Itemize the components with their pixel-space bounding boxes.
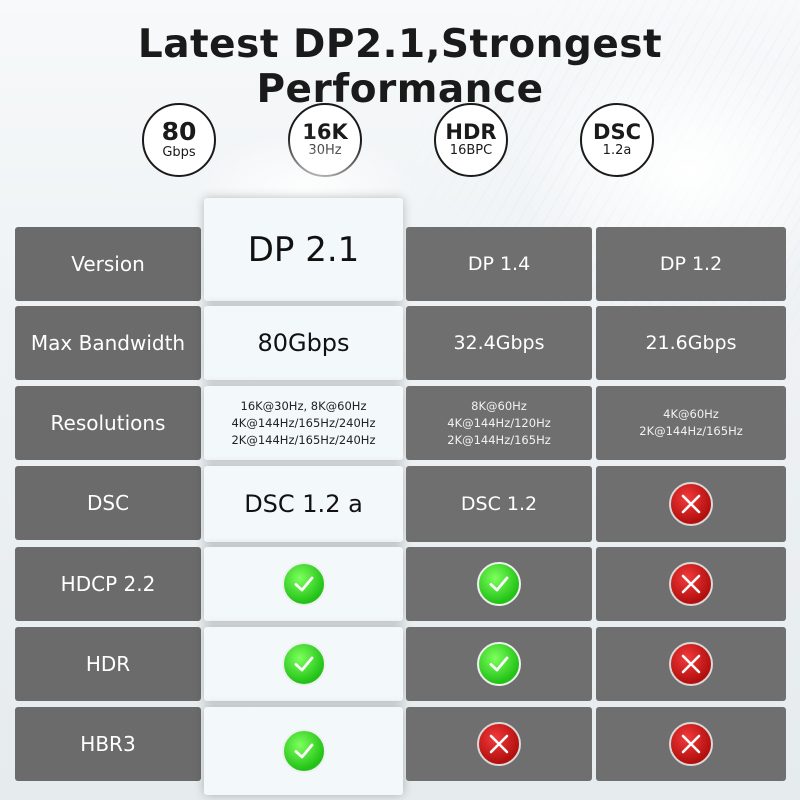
check-icon: [281, 562, 326, 606]
badge-resolution-value: 16K: [302, 120, 348, 144]
cell-dp12-resolutions: 4K@60Hz 2K@144Hz/165Hz: [596, 386, 786, 460]
cross-icon: [669, 722, 713, 766]
row-label-text: Version: [71, 252, 145, 276]
row-label-version: Version: [15, 227, 201, 301]
badge-dsc-unit: 1.2a: [602, 143, 632, 158]
cell-dp21-hdr: [204, 627, 403, 701]
page-title: Latest DP2.1,Strongest Performance: [137, 22, 663, 112]
row-label-hdcp: HDCP 2.2: [15, 547, 201, 621]
row-label-dsc: DSC: [15, 466, 201, 540]
check-icon: [281, 642, 326, 686]
cross-icon: [669, 562, 713, 606]
cell-dp14-bandwidth: 32.4Gbps: [406, 306, 592, 380]
badge-dsc-value: DSC: [593, 120, 641, 144]
check-icon: [281, 729, 326, 773]
row-label-text: HDR: [85, 652, 131, 676]
cell-dp14-hdcp: [406, 547, 592, 621]
row-label-hbr3: HBR3: [15, 707, 201, 781]
cell-dp14-version: DP 1.4: [406, 227, 592, 301]
cell-dp21-bandwidth: 80Gbps: [204, 306, 403, 380]
cell-text: 21.6Gbps: [645, 332, 737, 354]
badge-hdr: HDR 16BPC: [434, 103, 508, 177]
cell-text: DP 2.1: [247, 229, 360, 270]
resolution-line: 2K@144Hz/165Hz: [447, 432, 551, 447]
resolution-line: 4K@144Hz/120Hz: [447, 415, 551, 430]
cell-text: 32.4Gbps: [453, 332, 545, 354]
cell-dp14-hdr: [406, 627, 592, 701]
cell-text: 80Gbps: [257, 329, 350, 357]
cross-icon: [669, 482, 713, 526]
row-label-text: HBR3: [80, 732, 136, 756]
cell-dp21-hdcp: [204, 547, 403, 621]
resolution-line: 4K@144Hz/165Hz/240Hz: [231, 415, 376, 430]
cell-dp12-version: DP 1.2: [596, 227, 786, 301]
cell-dp12-dsc: [596, 466, 786, 542]
cell-dp14-resolutions: 8K@60Hz 4K@144Hz/120Hz 2K@144Hz/165Hz: [406, 386, 592, 460]
row-label-bandwidth: Max Bandwidth: [15, 306, 201, 380]
row-label-text: HDCP 2.2: [60, 572, 156, 596]
check-icon: [477, 642, 521, 686]
cell-dp12-bandwidth: 21.6Gbps: [596, 306, 786, 380]
row-label-resolutions: Resolutions: [15, 386, 201, 460]
cell-text: DSC 1.2 a: [244, 490, 363, 518]
cell-text: DSC 1.2: [460, 493, 538, 515]
cell-dp12-hdcp: [596, 547, 786, 621]
row-label-text: DSC: [86, 491, 130, 515]
cell-dp12-hbr3: [596, 707, 786, 781]
cross-icon: [477, 722, 521, 766]
cell-dp14-dsc: DSC 1.2: [406, 466, 592, 542]
cell-dp12-hdr: [596, 627, 786, 701]
badge-dsc: DSC 1.2a: [580, 103, 654, 177]
resolution-line: 2K@144Hz/165Hz: [639, 424, 743, 438]
cell-dp14-hbr3: [406, 707, 592, 781]
badge-bandwidth-unit: Gbps: [162, 145, 196, 160]
row-label-hdr: HDR: [15, 627, 201, 701]
check-icon: [477, 562, 521, 606]
badge-bandwidth-value: 80: [161, 117, 197, 146]
cross-icon: [669, 642, 713, 686]
resolution-line: 2K@144Hz/165Hz/240Hz: [231, 432, 376, 447]
row-label-text: Max Bandwidth: [30, 331, 186, 355]
cell-dp21-resolutions: 16K@30Hz, 8K@60Hz 4K@144Hz/165Hz/240Hz 2…: [204, 386, 403, 460]
row-label-text: Resolutions: [50, 411, 166, 435]
cell-dp21-version: DP 2.1: [204, 198, 403, 301]
cell-text: DP 1.4: [467, 253, 531, 275]
badge-resolution-unit: 30Hz: [308, 143, 342, 158]
cell-dp21-hbr3: [204, 707, 403, 795]
resolution-line: 8K@60Hz: [471, 398, 527, 413]
cell-text: DP 1.2: [659, 253, 723, 275]
badge-bandwidth: 80 Gbps: [142, 103, 216, 177]
resolution-line: 4K@60Hz: [663, 407, 719, 421]
badge-hdr-unit: 16BPC: [449, 143, 493, 158]
cell-dp21-dsc: DSC 1.2 a: [204, 466, 403, 542]
badge-hdr-value: HDR: [445, 120, 497, 144]
badge-resolution: 16K 30Hz: [288, 103, 362, 177]
resolution-line: 16K@30Hz, 8K@60Hz: [240, 398, 367, 413]
